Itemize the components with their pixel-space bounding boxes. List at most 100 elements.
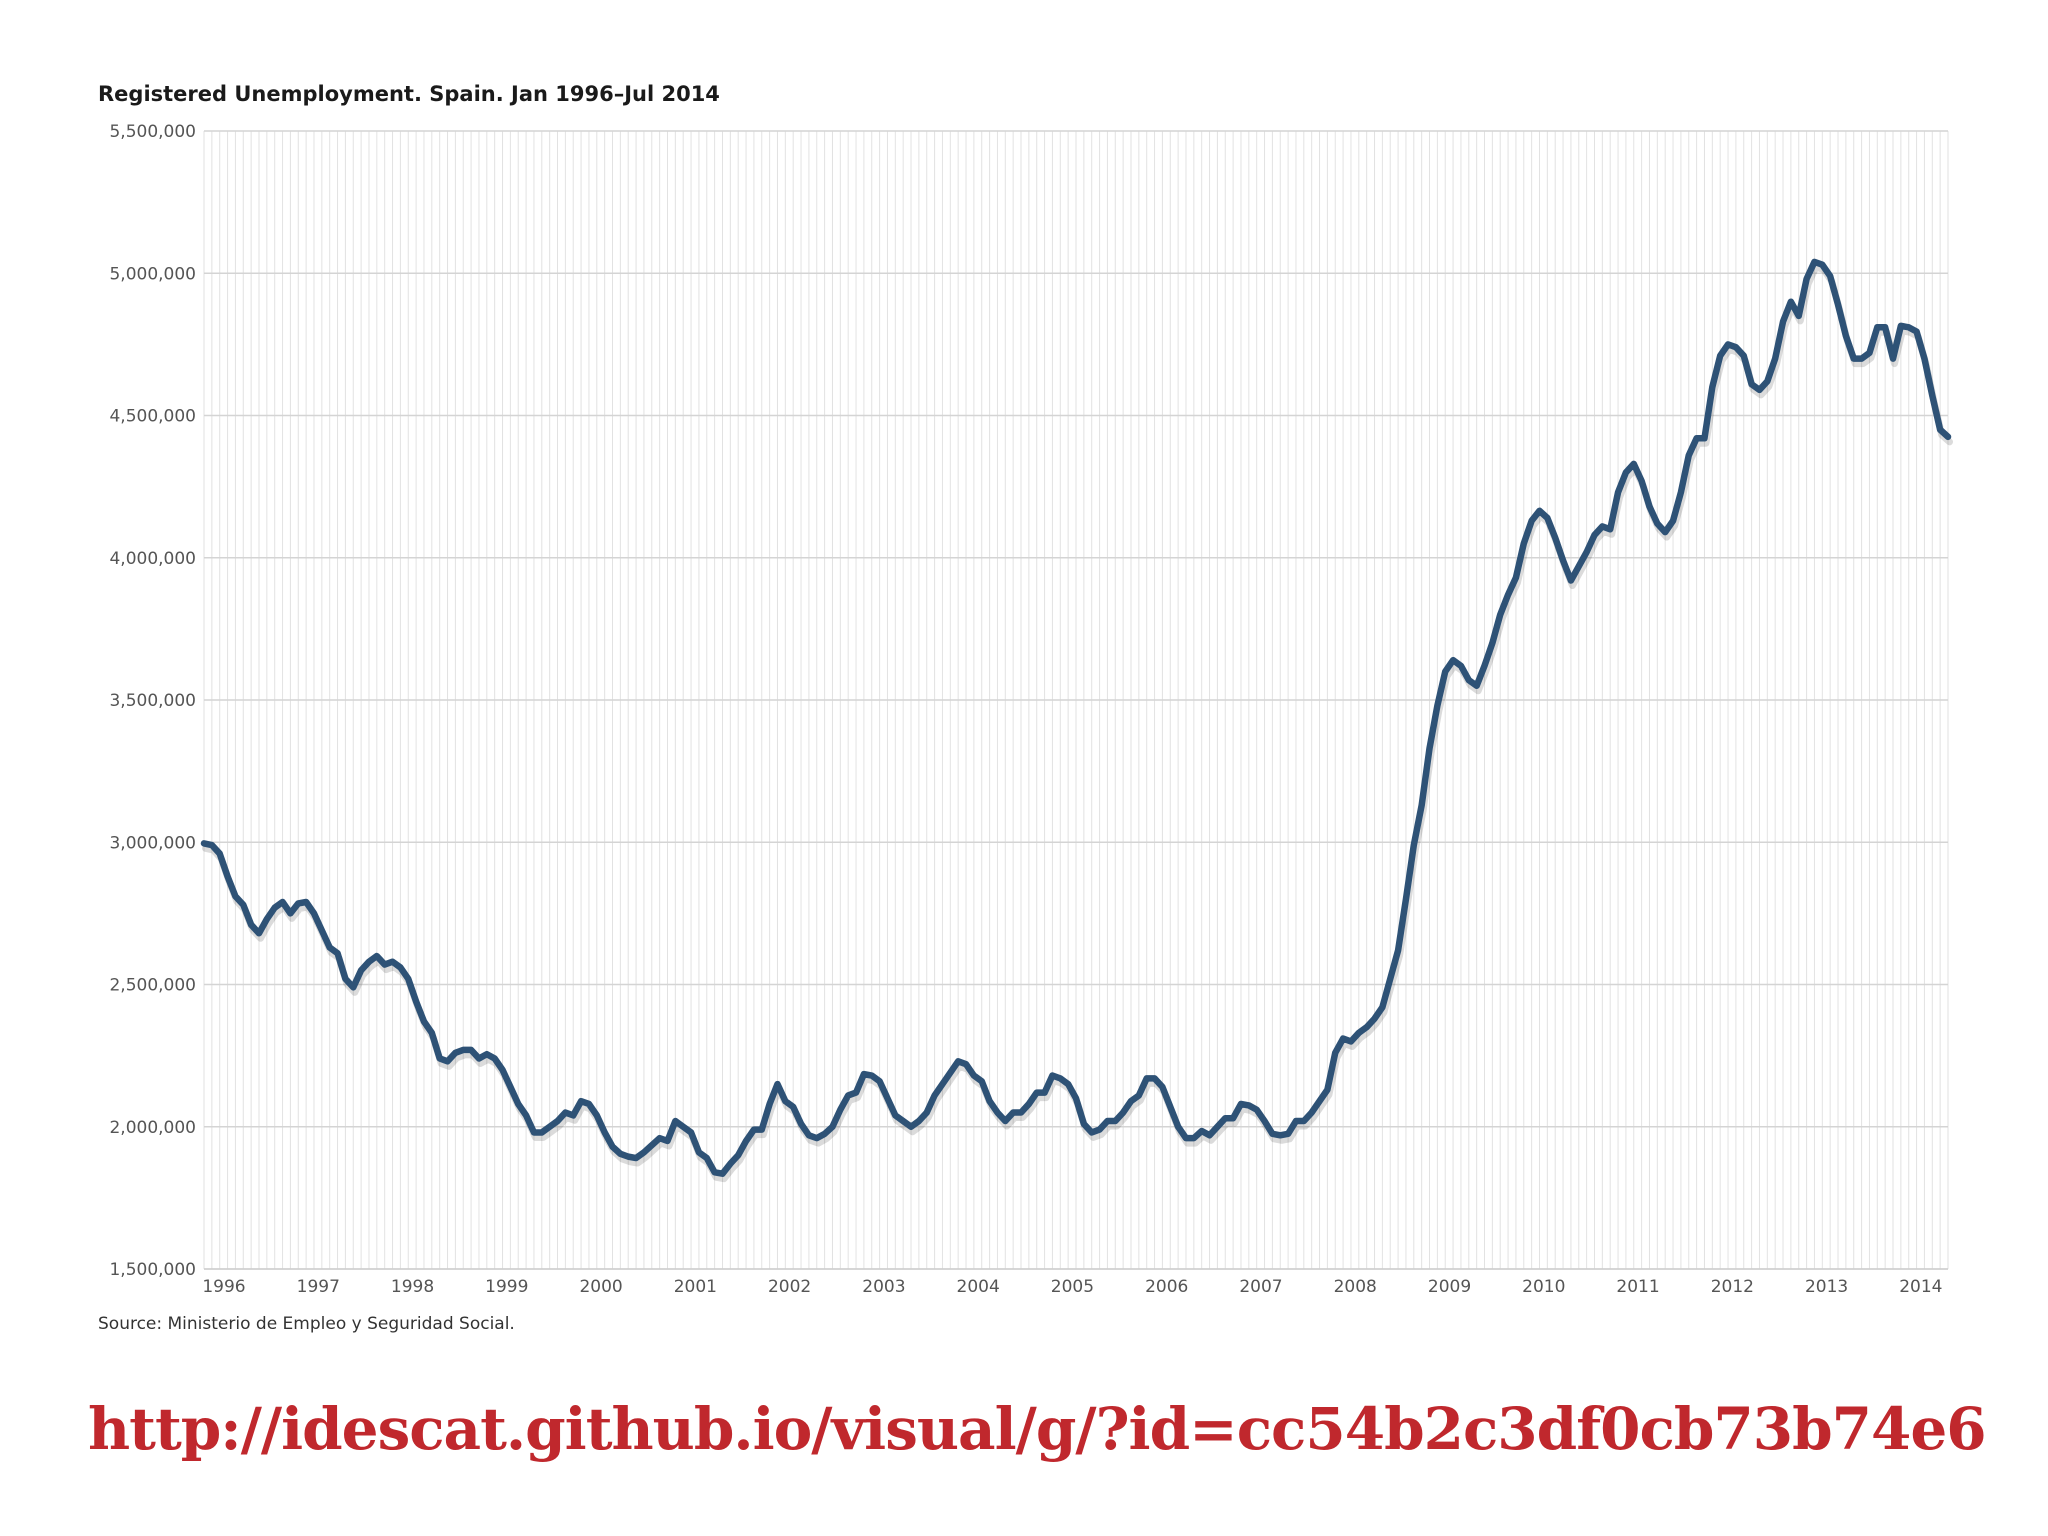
data-point <box>1608 527 1613 532</box>
data-point <box>1396 948 1401 953</box>
data-point <box>1891 356 1896 361</box>
data-point <box>1081 1121 1086 1126</box>
data-point <box>1946 434 1951 439</box>
data-point <box>1733 345 1738 350</box>
data-point <box>838 1107 843 1112</box>
data-point <box>689 1130 694 1135</box>
data-point <box>1474 683 1479 688</box>
data-point <box>335 951 340 956</box>
data-point <box>940 1082 945 1087</box>
data-point <box>626 1154 631 1159</box>
data-point <box>382 962 387 967</box>
data-point <box>767 1101 772 1106</box>
data-point <box>202 841 207 846</box>
data-point <box>1121 1110 1126 1115</box>
data-point <box>1875 325 1880 330</box>
data-point <box>1616 490 1621 495</box>
data-point <box>1050 1073 1055 1078</box>
data-point <box>751 1127 756 1132</box>
data-point <box>1718 353 1723 358</box>
data-point <box>979 1079 984 1084</box>
data-point <box>1458 663 1463 668</box>
data-point <box>1270 1131 1275 1136</box>
data-point <box>1490 641 1495 646</box>
data-point <box>1341 1036 1346 1041</box>
data-point <box>359 968 364 973</box>
data-point <box>563 1110 568 1115</box>
data-point <box>1199 1129 1204 1134</box>
data-point <box>445 1059 450 1064</box>
data-point <box>461 1047 466 1052</box>
data-point <box>681 1124 686 1129</box>
data-point <box>1726 342 1731 347</box>
data-point <box>783 1099 788 1104</box>
data-point <box>1443 669 1448 674</box>
x-tick-label: 2008 <box>1334 1277 1377 1297</box>
data-point <box>1757 387 1762 392</box>
data-point <box>1576 564 1581 569</box>
data-point <box>1317 1099 1322 1104</box>
data-point <box>1026 1101 1031 1106</box>
data-point <box>649 1143 654 1148</box>
data-point <box>1828 274 1833 279</box>
data-point <box>1435 703 1440 708</box>
data-point <box>1694 436 1699 441</box>
chart-title: Registered Unemployment. Spain. Jan 1996… <box>98 82 720 106</box>
series-layer <box>200 258 1953 1183</box>
data-point <box>610 1144 615 1149</box>
data-point <box>720 1171 725 1176</box>
data-point <box>304 899 309 904</box>
data-point <box>1325 1087 1330 1092</box>
data-point <box>1788 299 1793 304</box>
data-point <box>1128 1099 1133 1104</box>
data-point <box>398 965 403 970</box>
data-point <box>1231 1116 1236 1121</box>
x-tick-label: 2009 <box>1428 1277 1471 1297</box>
data-point <box>571 1113 576 1118</box>
data-point <box>1898 323 1903 328</box>
data-point <box>1160 1084 1165 1089</box>
data-point <box>861 1072 866 1077</box>
data-point <box>484 1052 489 1057</box>
data-point <box>1938 427 1943 432</box>
data-point <box>1914 329 1919 334</box>
data-point <box>1568 578 1573 583</box>
data-point <box>1482 663 1487 668</box>
data-point <box>1883 325 1888 330</box>
data-point <box>1655 521 1660 526</box>
data-point <box>1553 535 1558 540</box>
data-point <box>1089 1130 1094 1135</box>
data-point <box>712 1170 717 1175</box>
data-point <box>736 1153 741 1158</box>
data-point <box>673 1119 678 1124</box>
data-point <box>421 1019 426 1024</box>
data-point <box>964 1062 969 1067</box>
data-point <box>217 851 222 856</box>
x-tick-label: 2003 <box>862 1277 905 1297</box>
data-point <box>1238 1101 1243 1106</box>
data-point <box>1286 1131 1291 1136</box>
footer-url[interactable]: http://idescat.github.io/visual/g/?id=cc… <box>88 1395 1987 1463</box>
data-point <box>744 1138 749 1143</box>
y-tick-label: 3,000,000 <box>109 833 196 853</box>
data-point <box>877 1079 882 1084</box>
data-point <box>1843 333 1848 338</box>
data-point <box>453 1050 458 1055</box>
data-point <box>1545 515 1550 520</box>
data-point <box>1003 1119 1008 1124</box>
data-point <box>1922 356 1927 361</box>
data-point <box>932 1093 937 1098</box>
data-point <box>799 1121 804 1126</box>
x-tick-label: 2004 <box>957 1277 1000 1297</box>
data-point <box>995 1110 1000 1115</box>
data-point <box>1388 976 1393 981</box>
data-point <box>374 954 379 959</box>
x-tick-label: 2007 <box>1239 1277 1282 1297</box>
data-point <box>1058 1076 1063 1081</box>
x-tick-label: 2014 <box>1899 1277 1942 1297</box>
data-point <box>1419 803 1424 808</box>
data-point <box>311 911 316 916</box>
data-point <box>1372 1016 1377 1021</box>
data-point <box>437 1056 442 1061</box>
data-point <box>1773 356 1778 361</box>
